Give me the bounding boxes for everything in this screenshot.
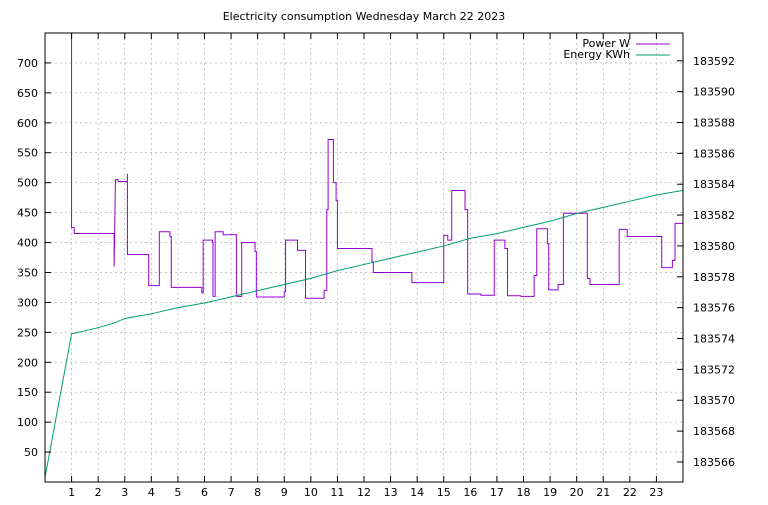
legend-label-energy: Energy KWh	[563, 48, 630, 61]
series-line-power-w	[71, 33, 683, 299]
x-tick-label: 10	[304, 486, 318, 499]
y-left-tick-label: 650	[17, 87, 38, 100]
x-tick-label: 12	[357, 486, 371, 499]
series-layer	[44, 33, 684, 478]
x-tick-label: 11	[330, 486, 344, 499]
y-left-tick-label: 450	[17, 207, 38, 220]
y-left-tick-label: 100	[17, 416, 38, 429]
legend-label-power: Power W	[582, 37, 630, 50]
x-tick-label: 9	[281, 486, 288, 499]
y-left-tick-label: 550	[17, 147, 38, 160]
x-tick-label: 23	[649, 486, 663, 499]
x-tick-label: 22	[623, 486, 637, 499]
series-line-energy-kwh	[44, 189, 684, 478]
x-tick-label: 1	[68, 486, 75, 499]
x-tick-label: 21	[596, 486, 610, 499]
x-tick-label: 7	[228, 486, 235, 499]
y-left-tick-label: 250	[17, 326, 38, 339]
y-right-tick-label: 183570	[693, 394, 735, 407]
x-tick-label: 2	[95, 486, 102, 499]
grid-layer	[45, 33, 683, 482]
y-right-tick-label: 183566	[693, 456, 735, 469]
y-right-tick-label: 183580	[693, 240, 735, 253]
legend: Power W Energy KWh	[563, 37, 670, 61]
y-right-tick-label: 183568	[693, 425, 735, 438]
x-tick-label: 20	[570, 486, 584, 499]
x-tick-label: 4	[148, 486, 155, 499]
x-tick-label: 14	[410, 486, 424, 499]
x-tick-label: 3	[121, 486, 128, 499]
y-right-tick-label: 183582	[693, 209, 735, 222]
y-right-tick-label: 183586	[693, 147, 735, 160]
y-left-tick-label: 500	[17, 177, 38, 190]
x-tick-label: 19	[543, 486, 557, 499]
x-tick-label: 8	[254, 486, 261, 499]
chart-title: Electricity consumption Wednesday March …	[223, 10, 506, 23]
x-tick-label: 16	[463, 486, 477, 499]
x-tick-label: 17	[490, 486, 504, 499]
y-left-tick-label: 700	[17, 57, 38, 70]
y-left-tick-label: 350	[17, 266, 38, 279]
x-tick-label: 13	[384, 486, 398, 499]
y-right-tick-label: 183588	[693, 116, 735, 129]
y-right-tick-label: 183592	[693, 55, 735, 68]
y-left-tick-label: 400	[17, 237, 38, 250]
y-right-tick-label: 183584	[693, 178, 735, 191]
y-right-tick-label: 183572	[693, 363, 735, 376]
x-tick-label: 15	[437, 486, 451, 499]
y-right-tick-label: 183576	[693, 302, 735, 315]
y-left-tick-label: 150	[17, 386, 38, 399]
x-tick-label: 18	[517, 486, 531, 499]
tick-layer: 1 2 3 4 5 6 7 8 9 10 11 12 13 14 15 16 17 18 19 20 21 22 23501…	[17, 33, 735, 499]
y-right-tick-label: 183578	[693, 271, 735, 284]
x-tick-label: 6	[201, 486, 208, 499]
x-tick-label: 5	[174, 486, 181, 499]
y-left-tick-label: 300	[17, 296, 38, 309]
y-right-tick-label: 183574	[693, 333, 735, 346]
y-left-tick-label: 50	[24, 446, 38, 459]
y-right-tick-label: 183590	[693, 86, 735, 99]
y-left-tick-label: 600	[17, 117, 38, 130]
y-left-tick-label: 200	[17, 356, 38, 369]
